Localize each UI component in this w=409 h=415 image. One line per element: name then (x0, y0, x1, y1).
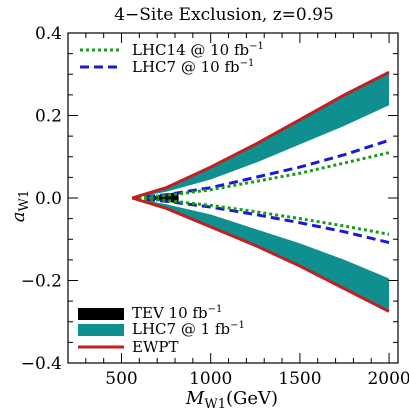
x-axis-label-sub: W1 (204, 397, 226, 412)
x-tick-label: 2000 (367, 369, 409, 389)
y-tick-label: 0.0 (35, 189, 62, 209)
ticks-layer: 500 1000 1500 2000 −0.4 −0.2 0.0 0.2 0.4 (21, 24, 409, 389)
lhc7-10fb-upper-line (132, 138, 390, 200)
legend-bottom: TEV 10 fb−1 LHC7 @ 1 fb−1 EWPT (78, 304, 245, 356)
ewpt-upper-line (131, 70, 390, 200)
y-axis-label-sub: W1 (17, 190, 32, 212)
y-tick-label: −0.4 (21, 354, 62, 374)
legend-lhc7-1-label: LHC7 @ 1 fb−1 (132, 320, 245, 338)
legend-top: LHC14 @ 10 fb−1 LHC7 @ 10 fb−1 (80, 41, 264, 76)
y-axis-label: aW1 (8, 190, 32, 222)
legend-ewpt-label: EWPT (132, 338, 178, 356)
legend-tev-label: TEV 10 fb−1 (132, 304, 222, 322)
x-axis-label-unit: (GeV) (226, 388, 278, 409)
y-axis-label-main: a (8, 211, 29, 222)
tev-10fb-region (153, 192, 179, 203)
y-tick-label: 0.2 (35, 107, 62, 127)
legend-lhc14-label: LHC14 @ 10 fb−1 (132, 41, 264, 59)
x-tick-label: 1000 (189, 369, 232, 389)
x-tick-label: 500 (105, 369, 137, 389)
y-tick-label: 0.4 (35, 24, 62, 44)
x-axis-label-main: M (185, 388, 205, 409)
x-tick-label: 1500 (278, 369, 321, 389)
chart-title: 4−Site Exclusion, z=0.95 (114, 5, 334, 25)
legend-lhc7-1-swatch (78, 324, 124, 336)
y-tick-label: −0.2 (21, 272, 62, 292)
legend-tev-swatch (78, 308, 124, 320)
ewpt-lower-line (131, 196, 390, 313)
x-axis-label: MW1(GeV) (185, 388, 278, 412)
legend-lhc7-10-label: LHC7 @ 10 fb−1 (132, 58, 254, 76)
lhc7-10fb-lower-line (132, 196, 390, 245)
data-layer (131, 70, 390, 313)
